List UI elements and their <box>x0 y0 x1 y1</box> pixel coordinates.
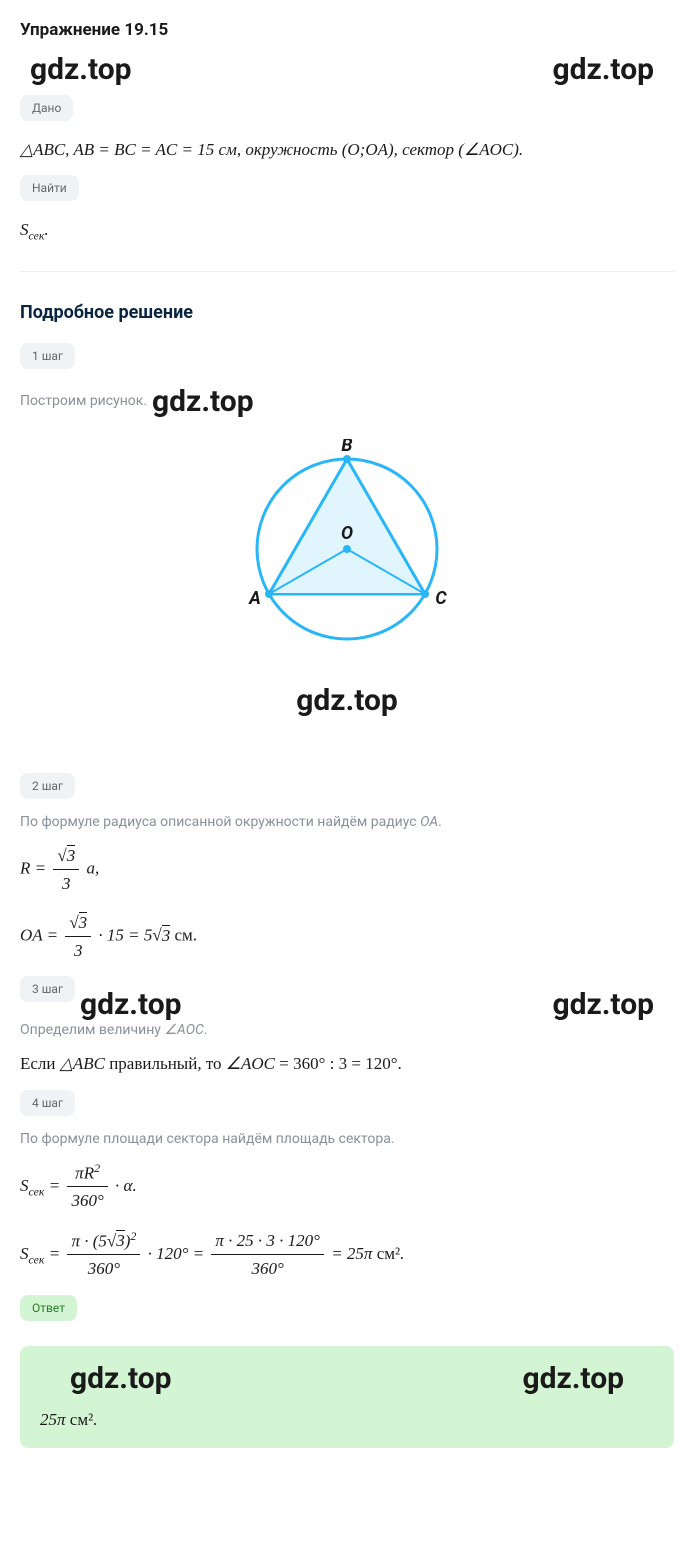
step4-formula2: Sсек = π · (5√3)2360° · 120° = π · 25 · … <box>20 1227 674 1283</box>
divider <box>20 271 674 272</box>
point-a <box>265 590 273 598</box>
label-c: C <box>435 588 447 609</box>
label-b: B <box>341 439 352 456</box>
watermark-text: gdz.top <box>296 683 398 718</box>
watermark-text: gdz.top <box>152 384 254 419</box>
watermark-center: gdz.top <box>20 683 674 718</box>
step3-line: Если △ABC правильный, то ∠AOC = 360° : 3… <box>20 1050 674 1077</box>
step1-badge: 1 шаг <box>20 343 75 369</box>
exercise-title: Упражнение 19.15 <box>20 20 674 40</box>
given-content: △ABC, AB = BC = AC = 15 см, окружность (… <box>20 136 674 163</box>
answer-badge: Ответ <box>20 1295 77 1321</box>
watermark-row: gdz.top gdz.top <box>20 987 674 1022</box>
watermark-text: gdz.top <box>30 52 132 87</box>
step4-badge: 4 шаг <box>20 1090 75 1116</box>
step2-text: По формуле радиуса описанной окружности … <box>20 814 674 830</box>
watermark-text: gdz.top <box>552 987 654 1022</box>
find-symbol: S <box>20 220 29 239</box>
watermark-text: gdz.top <box>522 1361 624 1396</box>
step2-formula1: R = √33 a, <box>20 842 674 897</box>
point-c <box>421 590 429 598</box>
step1-text: Построим рисунок. <box>20 393 147 409</box>
diagram: B A C O <box>20 439 674 663</box>
find-subscript: сек <box>29 229 45 243</box>
solution-title: Подробное решение <box>20 302 674 323</box>
watermark-row: gdz.top gdz.top <box>20 52 674 87</box>
given-text: △ABC, AB = BC = AC = 15 см, окружность (… <box>20 140 523 159</box>
step3-text: Определим величину ∠AOC. <box>20 1022 674 1038</box>
step3-badge: 3 шаг <box>20 976 75 1002</box>
circle-diagram-svg: B A C O <box>237 439 457 659</box>
step2-badge: 2 шаг <box>20 773 75 799</box>
watermark-text: gdz.top <box>552 52 654 87</box>
answer-box: gdz.top gdz.top 25π см². <box>20 1346 674 1448</box>
given-badge: Дано <box>20 95 73 121</box>
find-content: Sсек. <box>20 216 674 245</box>
answer-watermark-row: gdz.top gdz.top <box>40 1361 654 1396</box>
watermark-text: gdz.top <box>70 1361 172 1396</box>
label-a: A <box>248 588 261 609</box>
find-badge: Найти <box>20 175 79 201</box>
step4-text: По формуле площади сектора найдём площад… <box>20 1131 674 1147</box>
watermark-text: gdz.top <box>80 987 182 1022</box>
step1-row: Построим рисунок. gdz.top <box>20 384 674 419</box>
label-o: O <box>341 523 353 544</box>
point-o <box>343 545 351 553</box>
step4-formula1: Sсек = πR2360° · α. <box>20 1159 674 1215</box>
point-b <box>343 455 351 463</box>
answer-text: 25π см². <box>40 1406 654 1433</box>
step2-formula2: OA = √33 · 15 = 5√3 см. <box>20 909 674 964</box>
